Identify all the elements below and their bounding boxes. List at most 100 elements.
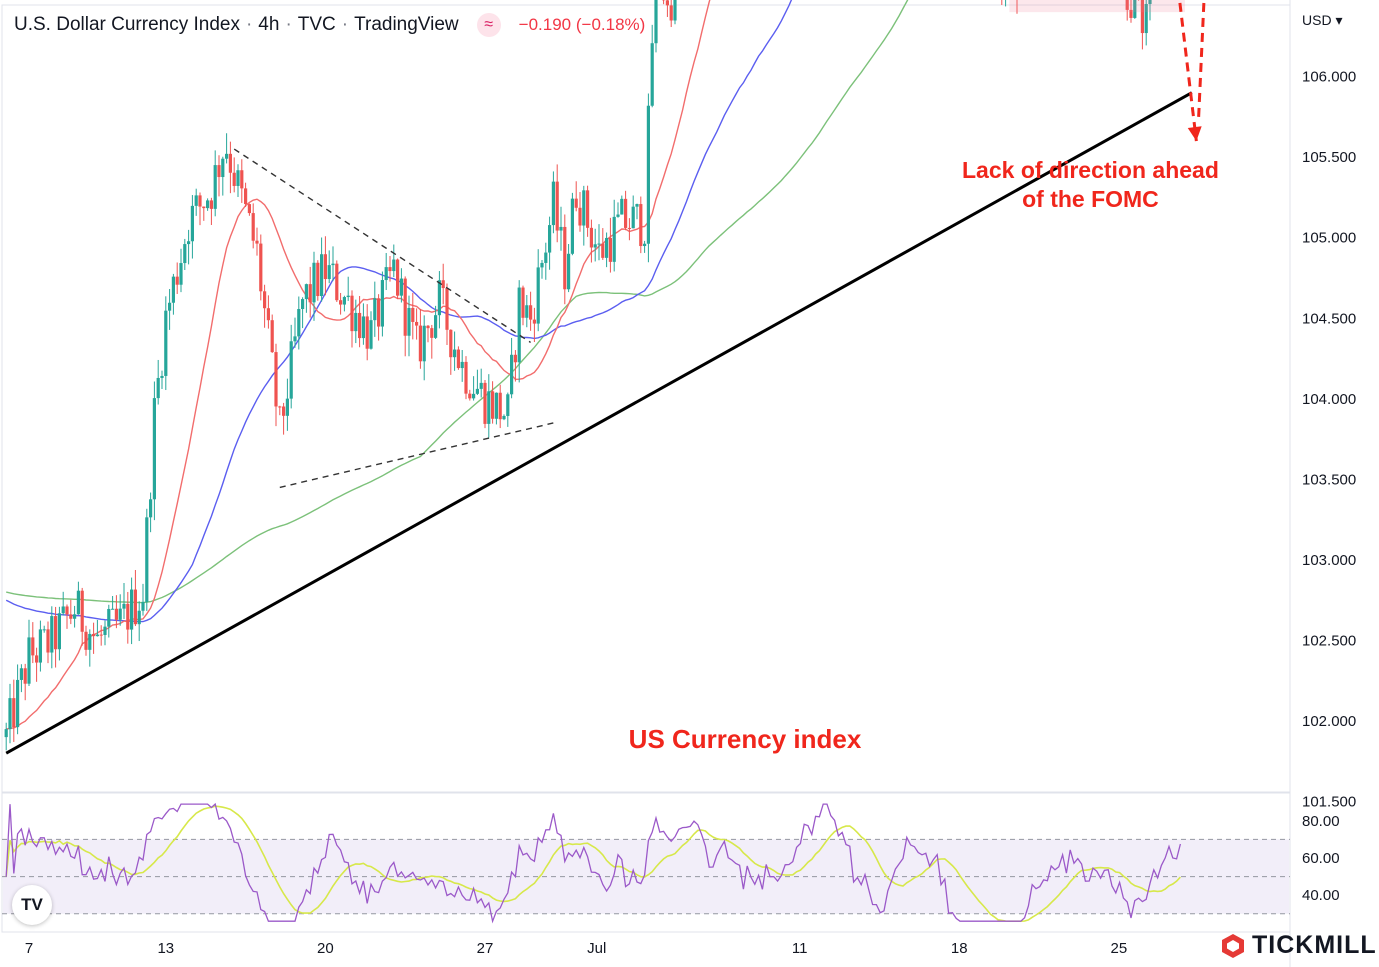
time-axis[interactable]: 7 13 20 27 Jul 11 18 25 [25, 940, 1127, 957]
price-axis[interactable]: 101.500 102.000 102.500 103.000 103.500 104.0… [1302, 69, 1356, 811]
price-tick-label: 105.000 [1302, 230, 1356, 247]
candle-down [209, 200, 213, 209]
candle-down [259, 243, 263, 292]
candle-down [84, 631, 88, 650]
candle-up [118, 608, 122, 620]
candle-up [612, 216, 616, 262]
candle-up [342, 297, 346, 305]
candle-up [164, 310, 168, 376]
candle-down [377, 298, 381, 327]
chevron-down-icon: ▾ [1331, 12, 1343, 28]
symbol-header[interactable]: U.S. Dollar Currency Index · 4h · TVC · … [14, 13, 645, 37]
candle-up [137, 610, 141, 625]
candle-down [426, 325, 430, 329]
exchange-label: TVC [297, 14, 336, 35]
price-tick-label: 101.500 [1302, 794, 1356, 811]
candle-down [441, 280, 445, 289]
channel-lower-line [5, 91, 1193, 755]
candle-down [445, 288, 449, 330]
candle-up [593, 244, 597, 248]
broker-name: TICKMILL [1252, 931, 1377, 959]
candle-down [601, 243, 605, 258]
moving-averages [5, 0, 909, 730]
currency-dropdown[interactable]: USD ▾ [1302, 12, 1342, 29]
rsi-tick-label: 40.00 [1302, 887, 1340, 904]
annotation-line: Lack of direction ahead [962, 157, 1219, 183]
candle-down [308, 284, 312, 303]
candle-down [491, 391, 495, 419]
candle-up [8, 698, 12, 730]
candle-down [263, 291, 267, 309]
candle-up [225, 153, 229, 159]
candle-down [323, 254, 327, 280]
candlesticks [4, 0, 1152, 751]
candle-down [31, 637, 35, 656]
candle-up [460, 361, 464, 369]
candle-down [69, 614, 73, 619]
candle-up [130, 589, 134, 630]
candle-up [103, 626, 107, 635]
candle-up [517, 287, 521, 363]
time-tick-label: 7 [25, 940, 33, 957]
candle-down [563, 226, 567, 290]
candle-up [346, 295, 350, 298]
candle-down [99, 634, 103, 636]
candle-up [502, 415, 506, 420]
candle-up [479, 382, 483, 389]
consolidation-box [1009, 0, 1185, 13]
candle-up [399, 278, 403, 296]
price-tick-label: 104.000 [1302, 391, 1356, 408]
candle-down [335, 263, 339, 301]
candle-down [574, 198, 578, 208]
candle-up [320, 254, 324, 297]
rsi-pane [2, 802, 1290, 924]
candle-up [673, 0, 677, 21]
candle-down [639, 204, 643, 247]
candle-down [35, 655, 39, 663]
candle-down [339, 300, 343, 305]
time-tick-label: 11 [792, 940, 808, 957]
candle-up [354, 312, 358, 332]
price-tick-label: 103.500 [1302, 471, 1356, 488]
tradingview-logo[interactable]: TV [12, 885, 52, 925]
rsi-ma-line [5, 805, 1181, 923]
separator: · [341, 14, 349, 35]
candle-down [456, 349, 460, 369]
candle-up [194, 195, 198, 206]
candle-down [80, 590, 84, 632]
candle-down [358, 312, 362, 339]
candle-down [247, 204, 251, 214]
candle-up [50, 616, 54, 653]
candle-up [392, 259, 396, 272]
candle-up [312, 262, 316, 303]
candle-up [551, 181, 555, 226]
candle-down [483, 382, 487, 424]
candle-down [240, 170, 244, 189]
approx-icon[interactable]: ≈ [476, 13, 501, 37]
candle-up [646, 105, 650, 244]
rsi-tick-label: 60.00 [1302, 850, 1340, 867]
candle-down [578, 207, 582, 226]
candle-up [171, 276, 175, 303]
candle-up [160, 375, 164, 378]
candle-up [559, 226, 563, 231]
candle-down [418, 325, 422, 362]
candle-up [95, 634, 99, 637]
candle-down [46, 629, 50, 653]
symbol-title: U.S. Dollar Currency Index [14, 14, 240, 35]
candle-up [605, 237, 609, 258]
rsi-axis[interactable]: 40.00 60.00 80.00 [1302, 813, 1340, 904]
price-tick-label: 102.500 [1302, 632, 1356, 649]
candle-down [23, 668, 27, 684]
candle-down [1140, 0, 1144, 34]
candle-up [616, 214, 620, 217]
candle-up [16, 679, 20, 728]
candle-up [570, 198, 574, 254]
chart-panes [1, 0, 1291, 967]
candle-down [449, 329, 453, 358]
candle-up [179, 263, 183, 285]
time-tick-label: 25 [1110, 940, 1127, 957]
candle-up [4, 729, 8, 738]
candle-up [122, 603, 126, 609]
